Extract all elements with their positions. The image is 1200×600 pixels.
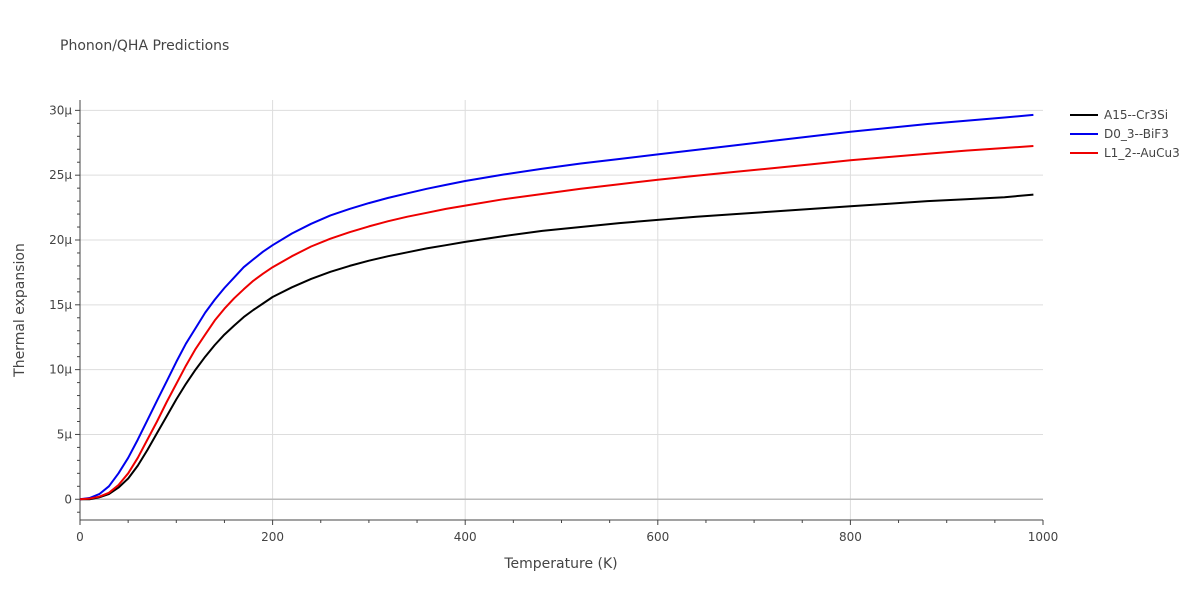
x-tick-label: 800 <box>839 530 862 544</box>
y-tick-label: 15μ <box>49 298 72 312</box>
y-tick-label: 20μ <box>49 233 72 247</box>
series-line-2 <box>79 145 1034 501</box>
x-tick-label: 600 <box>646 530 669 544</box>
y-tick-label: 25μ <box>49 168 72 182</box>
grid <box>80 100 1043 520</box>
legend[interactable]: A15--Cr3Si D0_3--BiF3 L1_2--AuCu3 <box>1070 108 1180 160</box>
legend-item[interactable]: A15--Cr3Si <box>1070 108 1168 122</box>
series-line-1 <box>79 113 1034 501</box>
y-tick-label: 30μ <box>49 103 72 117</box>
x-tick-label: 0 <box>76 530 84 544</box>
chart-title: Phonon/QHA Predictions <box>60 38 229 54</box>
legend-label: D0_3--BiF3 <box>1104 127 1169 141</box>
y-tick-label: 5μ <box>57 427 73 441</box>
legend-item[interactable]: L1_2--AuCu3 <box>1070 146 1180 160</box>
x-tick-labels: 0 200 400 600 800 1000 <box>76 530 1058 544</box>
x-tick-label: 400 <box>454 530 477 544</box>
y-tick-label: 0 <box>64 492 72 506</box>
series-lines <box>79 113 1034 501</box>
legend-label: L1_2--AuCu3 <box>1104 146 1180 160</box>
legend-label: A15--Cr3Si <box>1104 108 1168 122</box>
x-tick-label: 200 <box>261 530 284 544</box>
legend-item[interactable]: D0_3--BiF3 <box>1070 127 1169 141</box>
y-tick-label: 10μ <box>49 363 72 377</box>
y-axis-title: Thermal expansion <box>12 243 28 378</box>
x-axis-title: Temperature (K) <box>503 556 617 572</box>
axes <box>75 100 1044 525</box>
x-tick-label: 1000 <box>1028 530 1059 544</box>
y-tick-labels: 0 5μ 10μ 15μ 20μ 25μ 30μ <box>49 103 72 506</box>
series-line-0 <box>80 193 1034 501</box>
